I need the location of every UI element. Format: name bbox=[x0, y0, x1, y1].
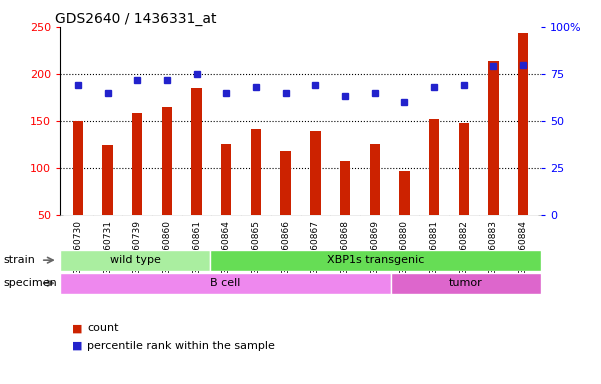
Text: GDS2640 / 1436331_at: GDS2640 / 1436331_at bbox=[55, 12, 217, 26]
Bar bbox=[399, 171, 409, 215]
Bar bbox=[192, 88, 202, 215]
Bar bbox=[251, 129, 261, 215]
Text: B cell: B cell bbox=[210, 278, 240, 288]
Text: tumor: tumor bbox=[449, 278, 483, 288]
Bar bbox=[340, 161, 350, 215]
Bar bbox=[132, 113, 142, 215]
Bar bbox=[60, 273, 391, 294]
Text: specimen: specimen bbox=[3, 278, 56, 288]
Text: ■: ■ bbox=[72, 323, 82, 333]
Bar bbox=[221, 144, 231, 215]
Bar bbox=[488, 61, 499, 215]
Text: wild type: wild type bbox=[110, 255, 160, 265]
Text: XBP1s transgenic: XBP1s transgenic bbox=[327, 255, 424, 265]
Bar bbox=[162, 107, 172, 215]
Bar bbox=[518, 33, 528, 215]
Text: strain: strain bbox=[3, 255, 35, 265]
Bar bbox=[102, 146, 113, 215]
Bar bbox=[60, 250, 210, 271]
Text: ■: ■ bbox=[72, 341, 82, 351]
Text: count: count bbox=[87, 323, 118, 333]
Bar bbox=[310, 131, 320, 215]
Bar bbox=[210, 250, 541, 271]
Bar bbox=[459, 123, 469, 215]
Bar bbox=[281, 151, 291, 215]
Bar bbox=[73, 121, 83, 215]
Bar bbox=[429, 119, 439, 215]
Bar bbox=[370, 144, 380, 215]
Text: percentile rank within the sample: percentile rank within the sample bbox=[87, 341, 275, 351]
Bar bbox=[391, 273, 541, 294]
